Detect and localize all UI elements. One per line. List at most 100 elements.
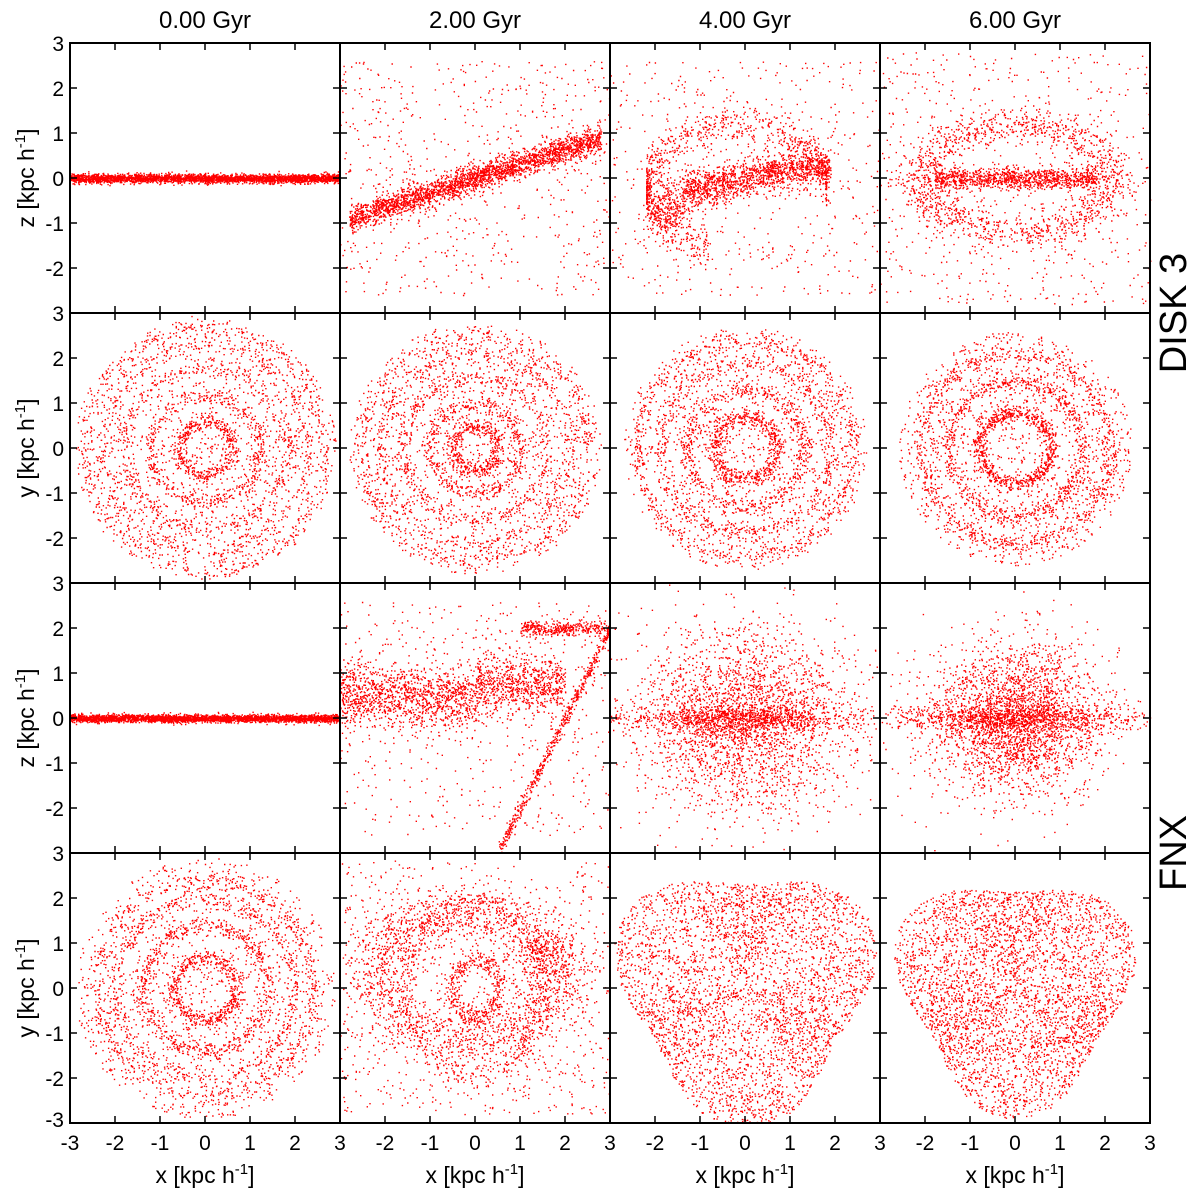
y-tick-label: 0 — [52, 438, 64, 461]
scatter-points — [881, 591, 1152, 852]
scatter-points — [610, 584, 881, 855]
row-group-label: DISK 3 — [1153, 253, 1195, 373]
panel-r2-c1 — [339, 582, 612, 855]
y-tick-label: -1 — [45, 1023, 64, 1046]
y-tick-label: 3 — [52, 33, 64, 56]
x-tick-label: 0 — [1009, 1132, 1021, 1155]
panel-background — [610, 313, 880, 583]
x-axis-label: x [kpc h-1] — [966, 1161, 1065, 1188]
x-tick-label: 3 — [874, 1132, 886, 1155]
scatter-points — [78, 858, 336, 1118]
panel-ticks — [880, 583, 1150, 853]
x-axis-label: x [kpc h-1] — [696, 1161, 795, 1188]
y-tick-label: -2 — [45, 1068, 64, 1091]
x-tick-label: -2 — [106, 1132, 125, 1155]
panel-r3-c3 — [879, 852, 1151, 1124]
x-tick-label: -2 — [376, 1132, 395, 1155]
figure-labels: 0.00 Gyr 2.00 Gyr 4.00 Gyr 6.00 Gyr -2 -1 0 1 2 3… — [12, 7, 1195, 1188]
y-axis-label: z [kpc h-1] — [12, 669, 39, 768]
panel-background — [340, 313, 610, 583]
panel-ticks — [340, 583, 610, 853]
panel-ticks — [610, 853, 880, 1123]
column-title: 4.00 Gyr — [699, 7, 791, 34]
scatter-points — [624, 329, 868, 570]
y-tick-label: 1 — [52, 393, 64, 416]
y-tick-label: 1 — [52, 933, 64, 956]
panel-ticks — [880, 313, 1150, 583]
scatter-points — [899, 332, 1132, 567]
panel-r0-c0 — [69, 42, 342, 314]
y-tick-label: -1 — [45, 213, 64, 236]
x-tick-label: 0 — [739, 1132, 751, 1155]
panel-background — [70, 313, 340, 583]
panel-frame — [879, 852, 1151, 1124]
y-tick-label: 1 — [52, 663, 64, 686]
panel-ticks — [610, 43, 880, 313]
panel-r0-c1 — [339, 42, 612, 314]
panel-background — [70, 853, 340, 1123]
column-title: 0.00 Gyr — [159, 7, 251, 34]
panel-r1-c0 — [69, 312, 341, 584]
panel-r1-c3 — [879, 312, 1151, 584]
y-tick-label: 2 — [52, 348, 64, 371]
x-tick-label: 3 — [1144, 1132, 1156, 1155]
panel-r0-c2 — [609, 42, 882, 314]
panel-ticks — [880, 853, 1150, 1123]
scatter-points — [894, 889, 1137, 1119]
x-tick-label: 0 — [199, 1132, 211, 1155]
panel-ticks — [340, 313, 610, 583]
x-tick-label: 1 — [1054, 1132, 1066, 1155]
x-tick-label: -1 — [961, 1132, 980, 1155]
panel-ticks — [610, 583, 880, 853]
scatter-points — [610, 61, 882, 296]
panel-ticks — [70, 583, 340, 853]
panel-r2-c2 — [609, 582, 881, 855]
panel-ticks — [340, 43, 610, 313]
scatter-points — [70, 711, 342, 727]
x-tick-label: 1 — [514, 1132, 526, 1155]
x-tick-label: -1 — [691, 1132, 710, 1155]
x-tick-label: 2 — [829, 1132, 841, 1155]
y-tick-label: 2 — [52, 888, 64, 911]
y-tick-label: -1 — [45, 753, 64, 776]
y-axis-label: y [kpc h-1] — [12, 939, 39, 1038]
y-tick-label: 0 — [52, 708, 64, 731]
x-tick-label: -1 — [421, 1132, 440, 1155]
panel-ticks — [880, 43, 1150, 313]
panel-ticks — [70, 43, 340, 313]
y-tick-label: -2 — [45, 798, 64, 821]
y-tick-label: -1 — [45, 483, 64, 506]
x-axis-label: x [kpc h-1] — [156, 1161, 255, 1188]
panel-ticks — [70, 313, 340, 583]
panel-r0-c3 — [879, 42, 1152, 314]
panel-background — [340, 853, 610, 1123]
y-tick-label: 2 — [52, 78, 64, 101]
x-tick-label: -1 — [151, 1132, 170, 1155]
panel-r3-c1 — [339, 852, 612, 1124]
panel-r1-c2 — [609, 312, 881, 584]
x-tick-label: 1 — [244, 1132, 256, 1155]
x-tick-label: 3 — [604, 1132, 616, 1155]
y-tick-label: 2 — [52, 618, 64, 641]
x-tick-label: 2 — [289, 1132, 301, 1155]
x-tick-label: -2 — [646, 1132, 665, 1155]
panel-ticks — [70, 853, 340, 1123]
y-tick-label: 3 — [52, 843, 64, 866]
panel-r2-c0 — [69, 582, 342, 854]
scatter-points — [349, 325, 602, 575]
x-axis-label: x [kpc h-1] — [426, 1161, 525, 1188]
x-tick-label: -2 — [916, 1132, 935, 1155]
panel-grid — [69, 42, 1152, 1124]
panel-r3-c0 — [69, 852, 341, 1124]
x-tick-label: 0 — [469, 1132, 481, 1155]
y-tick-label: 0 — [52, 978, 64, 1001]
y-tick-label: -2 — [45, 258, 64, 281]
y-tick-label: 3 — [52, 303, 64, 326]
panel-background — [610, 43, 880, 313]
scatter-points — [340, 61, 612, 297]
y-tick-label: 0 — [52, 168, 64, 191]
panel-r3-c2 — [609, 852, 881, 1124]
y-tick-label: 1 — [52, 123, 64, 146]
panel-r2-c3 — [879, 582, 1152, 854]
